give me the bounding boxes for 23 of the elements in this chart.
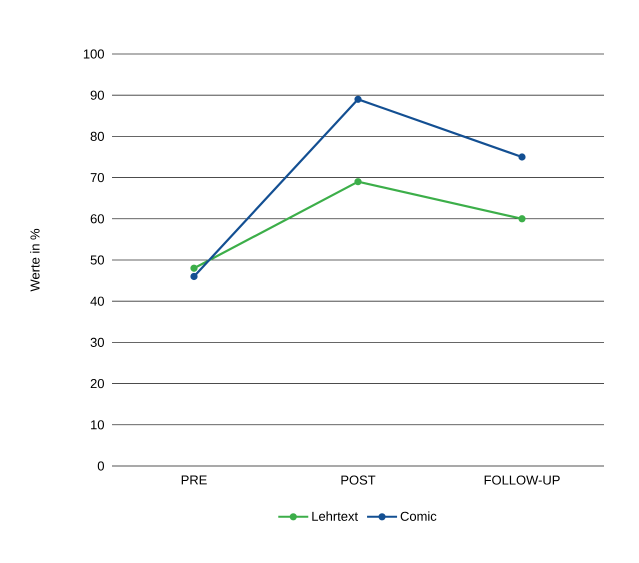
y-tick-label: 10 (91, 420, 104, 430)
x-tick-label: FOLLOW-UP (484, 476, 560, 485)
x-tick-label: POST (341, 476, 376, 485)
legend-label: Lehrtext (312, 511, 358, 521)
point (354, 96, 362, 103)
point (518, 215, 526, 222)
y-tick-label: 40 (90, 296, 104, 306)
y-tick-label: 30 (90, 338, 104, 347)
y-tick-label: 0 (98, 461, 104, 471)
point (190, 264, 198, 272)
point (190, 272, 198, 280)
y-tick-label: 70 (90, 172, 104, 182)
x-tick-label: PRE (182, 476, 207, 484)
y-tick-label: 50 (90, 255, 104, 265)
y-tick-label: 80 (90, 132, 104, 141)
y-tick-label: 20 (90, 378, 104, 388)
legend-label: Comic (400, 511, 436, 521)
point (518, 153, 526, 161)
y-tick-label: 60 (90, 214, 104, 224)
point (354, 178, 362, 186)
y-axis-title: Werte in % (30, 228, 40, 292)
y-tick-label: 100 (84, 49, 104, 59)
y-tick-label: 90 (90, 90, 104, 100)
